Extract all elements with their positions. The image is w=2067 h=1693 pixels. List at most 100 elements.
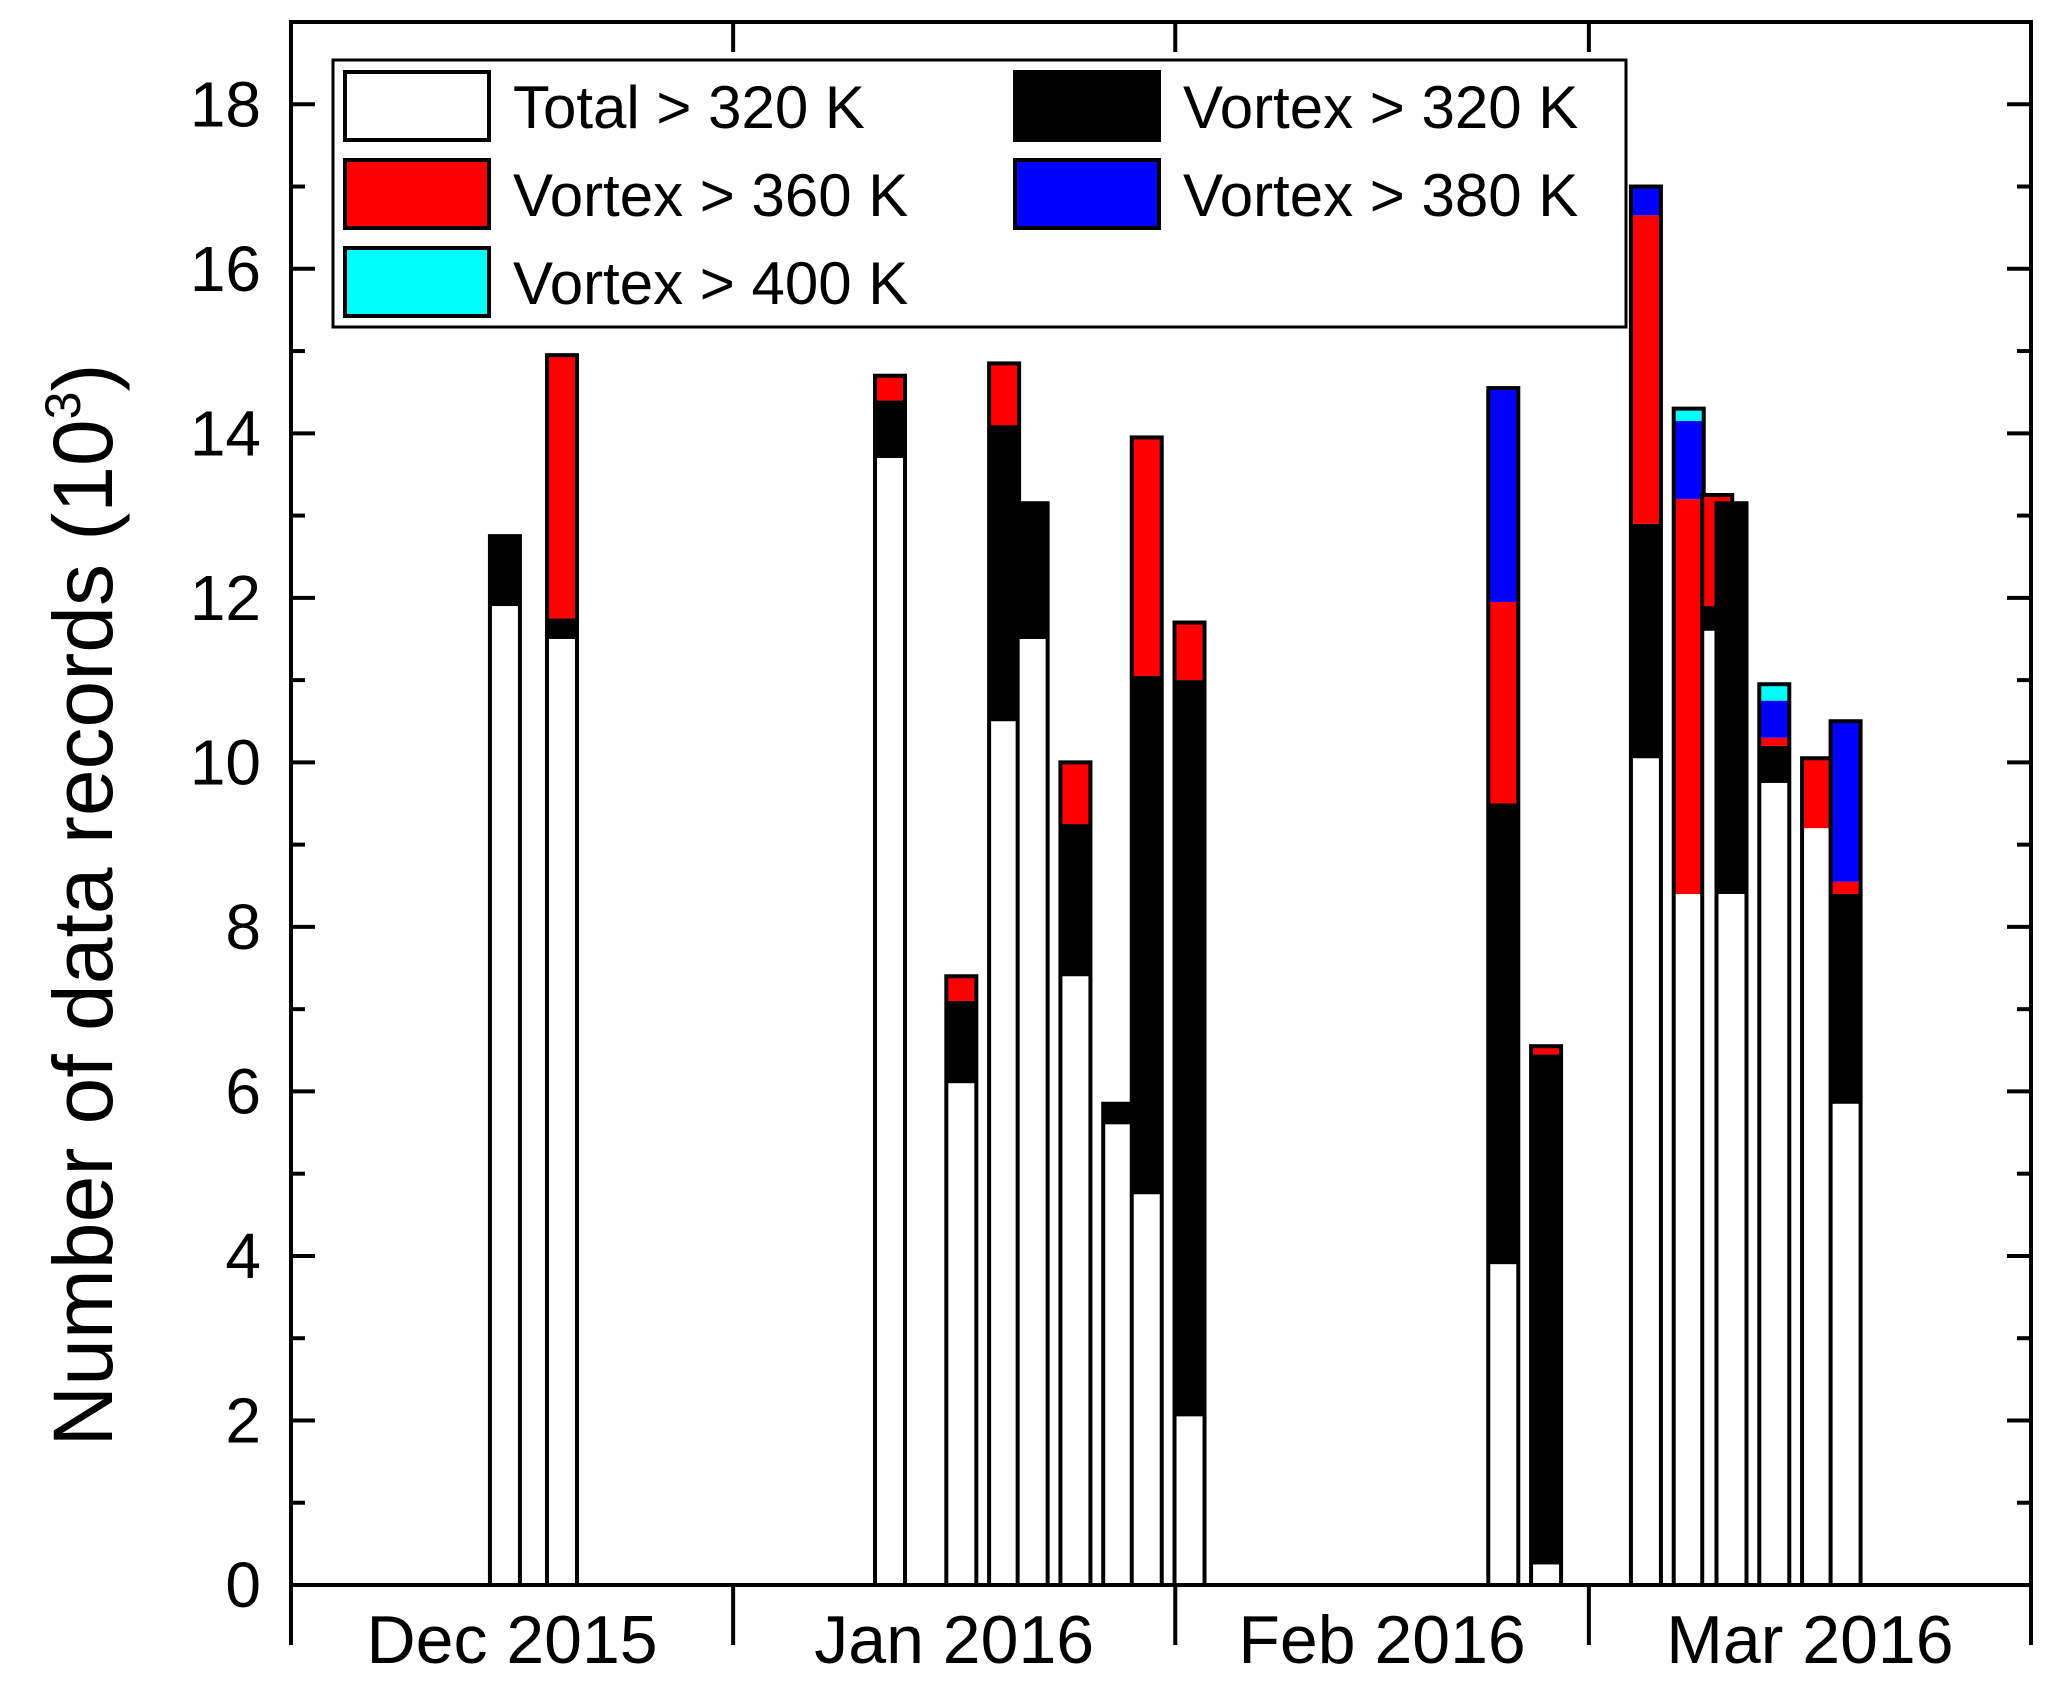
bar-segment	[1830, 721, 1861, 882]
y-tick-label: 4	[225, 1220, 261, 1292]
bar-group	[1486, 386, 1521, 1587]
bar-segment	[875, 400, 906, 458]
bar-segment	[1060, 976, 1091, 1585]
bar-group	[1529, 1044, 1564, 1587]
bar-group	[1058, 760, 1093, 1587]
bar-segment	[1716, 503, 1747, 894]
bar-segment	[546, 618, 577, 639]
legend-swatch	[1013, 158, 1161, 230]
bar-segment	[1531, 1564, 1562, 1585]
bar-segment	[1630, 215, 1661, 524]
bar-group	[1714, 501, 1749, 1587]
bar-segment	[1630, 758, 1661, 1585]
bar-segment	[1488, 388, 1519, 602]
bar-segment	[1488, 803, 1519, 1265]
bar-segment	[1673, 499, 1704, 894]
legend-swatch	[1013, 70, 1161, 142]
bar-segment	[1131, 1194, 1162, 1585]
y-axis-title: Number of data records (103)	[35, 364, 130, 1447]
x-month-label: Dec 2015	[367, 1602, 658, 1678]
legend-label: Vortex > 400 K	[513, 250, 908, 317]
y-axis-title-superscript: 3	[35, 392, 91, 420]
bar-segment	[1802, 828, 1833, 1585]
bar-segment	[1174, 680, 1205, 1417]
bar-segment	[1759, 700, 1790, 738]
bar-segment	[489, 536, 520, 607]
bar-segment	[1531, 1046, 1562, 1055]
bar-group	[1015, 501, 1050, 1587]
bar-group	[987, 361, 1022, 1588]
bar-segment	[1060, 762, 1091, 825]
bar-segment	[1103, 1124, 1134, 1585]
bar-segment	[1830, 893, 1861, 1104]
bar-segment	[946, 976, 977, 1001]
legend-frame	[331, 58, 1628, 329]
y-tick-label: 12	[190, 562, 261, 634]
bars-layer	[487, 184, 1863, 1588]
bar-segment	[1673, 893, 1704, 1585]
bar-segment	[946, 1000, 977, 1084]
x-month-label: Feb 2016	[1238, 1602, 1525, 1678]
bar-segment	[989, 425, 1020, 722]
axes-layer: 0 2 4 6 8 10 12 14 16 18 Dec 2015 Jan 2016 Feb 2016 M…	[190, 20, 2033, 1678]
bar-group	[873, 373, 908, 1587]
bar-segment	[1630, 523, 1661, 759]
bar-segment	[1759, 684, 1790, 701]
bar-segment	[1630, 186, 1661, 216]
y-tick-label: 14	[190, 397, 261, 469]
legend-swatch	[343, 70, 491, 142]
legend-swatch	[343, 158, 491, 230]
bar-group	[544, 353, 579, 1588]
bar-segment	[1759, 782, 1790, 1585]
bar-segment	[1830, 1103, 1861, 1585]
bar-segment	[989, 363, 1020, 426]
bar-group	[1800, 756, 1835, 1587]
legend-label: Total > 320 K	[513, 74, 865, 141]
bar-segment	[1673, 420, 1704, 500]
y-tick-label: 16	[190, 233, 261, 305]
bar-group	[1172, 620, 1207, 1587]
y-tick-label: 2	[225, 1384, 261, 1456]
bar-group	[1129, 435, 1164, 1587]
bar-segment	[1716, 893, 1747, 1585]
bar-segment	[1830, 881, 1861, 894]
y-tick-label: 8	[225, 891, 261, 963]
bar-segment	[875, 375, 906, 401]
bar-group	[1828, 719, 1863, 1587]
legend-label: Vortex > 380 K	[1183, 162, 1578, 229]
bar-segment	[1131, 675, 1162, 1195]
bar-segment	[546, 355, 577, 619]
legend-label: Vortex > 360 K	[513, 162, 908, 229]
bar-segment	[1017, 638, 1048, 1585]
y-axis-title-close: )	[36, 364, 130, 392]
bar-segment	[1017, 503, 1048, 639]
bar-group	[1628, 184, 1663, 1587]
bar-segment	[1488, 601, 1519, 804]
y-tick-label: 18	[190, 68, 261, 140]
bar-segment	[1531, 1054, 1562, 1565]
bar-segment	[1802, 758, 1833, 829]
legend-swatch	[343, 246, 491, 318]
bar-segment	[1174, 1416, 1205, 1585]
bar-segment	[1759, 737, 1790, 746]
y-axis-title-main: Number of data records (10	[36, 419, 130, 1446]
bar-segment	[875, 457, 906, 1585]
bar-segment	[1488, 1264, 1519, 1585]
bar-group	[1101, 1101, 1136, 1587]
y-tick-label: 0	[225, 1549, 261, 1621]
bar-segment	[1060, 824, 1091, 977]
legend: Total > 320 K Vortex > 320 K Vortex > 360 …	[331, 58, 1628, 329]
bar-segment	[546, 638, 577, 1585]
bar-group	[487, 534, 522, 1587]
bar-segment	[946, 1083, 977, 1585]
y-tick-label: 6	[225, 1055, 261, 1127]
y-tick-label: 10	[190, 726, 261, 798]
bar-segment	[489, 606, 520, 1585]
x-month-label: Mar 2016	[1666, 1602, 1953, 1678]
bar-group	[1671, 406, 1706, 1587]
bar-segment	[1103, 1103, 1134, 1125]
bar-segment	[1759, 745, 1790, 783]
plot-frame	[289, 20, 2033, 1587]
bar-group	[1757, 682, 1792, 1587]
